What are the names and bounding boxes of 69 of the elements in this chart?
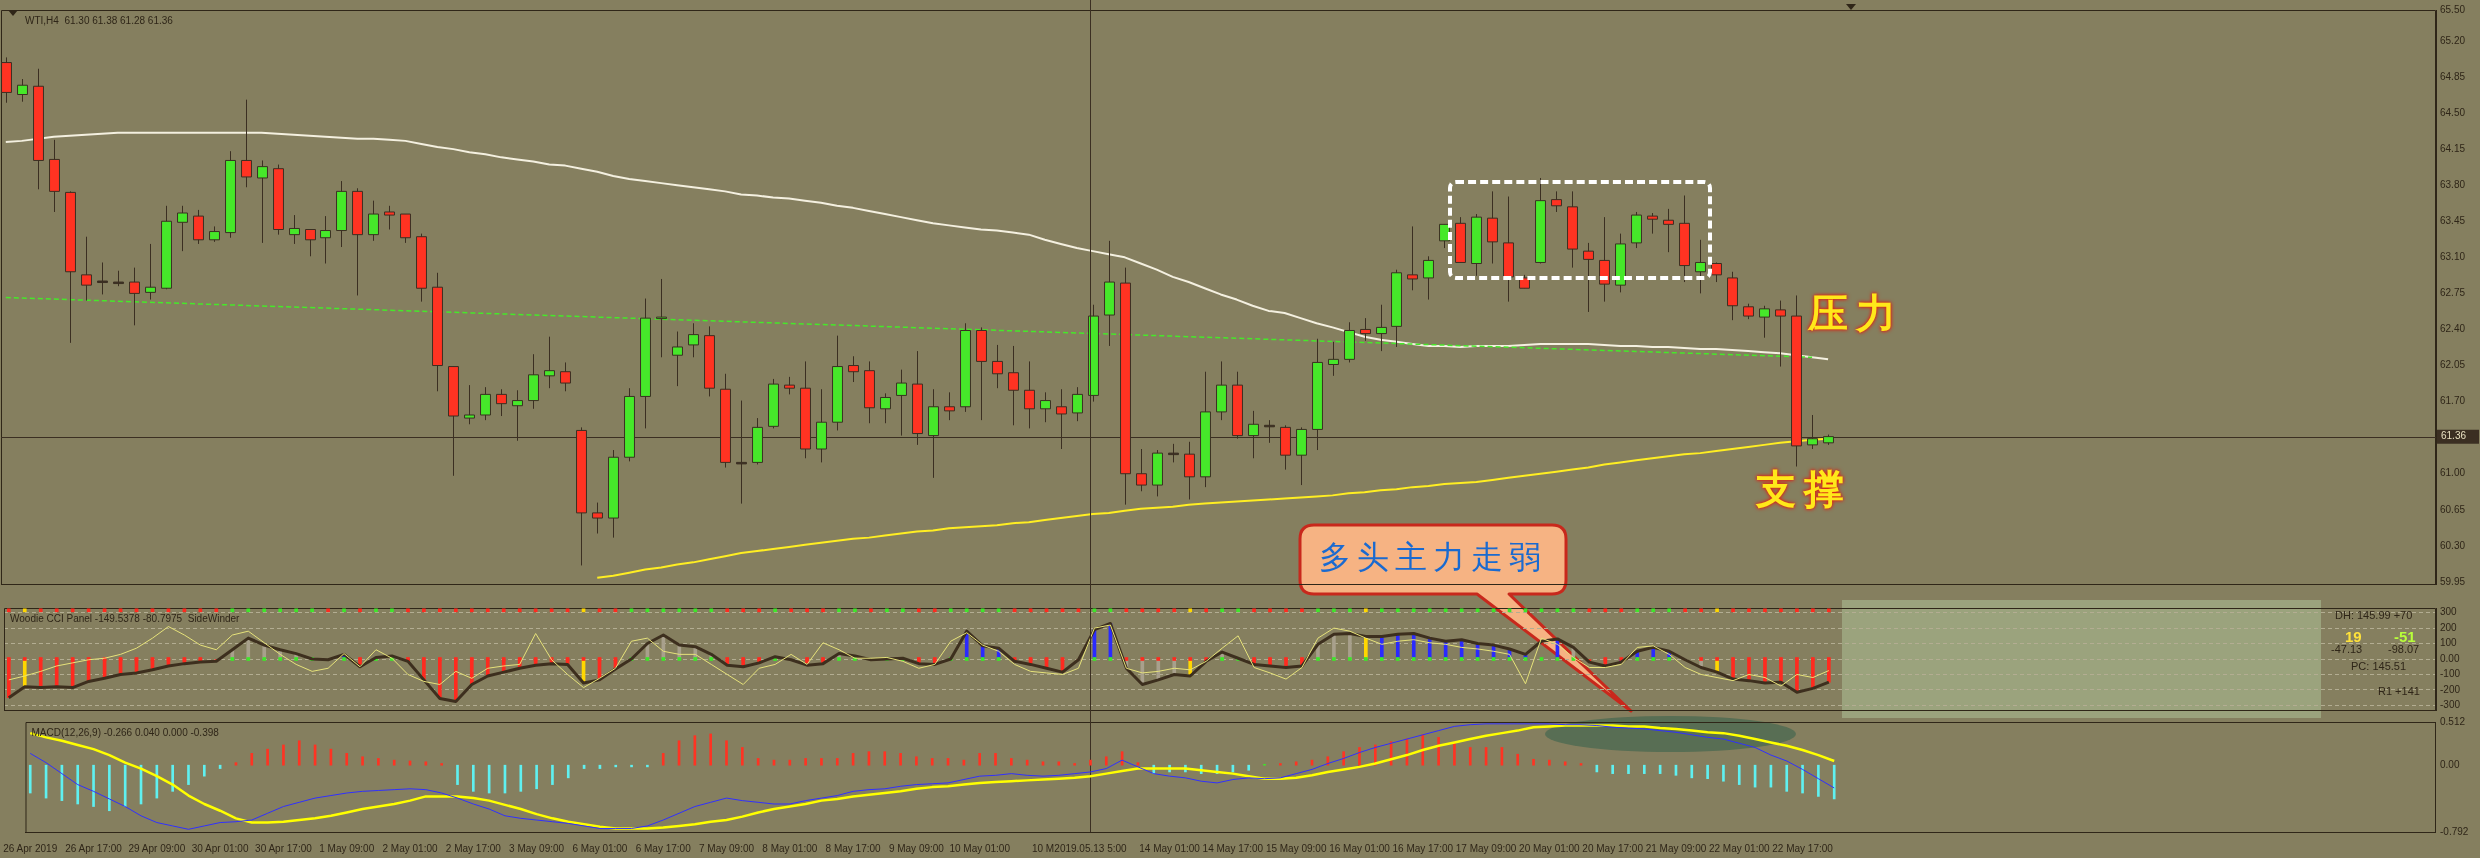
- y-tick-label: -300: [2440, 699, 2461, 711]
- y-tick-label: 62.40: [2440, 323, 2466, 335]
- x-tick-label: 16 May 17:00: [1392, 842, 1454, 854]
- y-tick-label: 63.45: [2440, 215, 2466, 227]
- x-tick-label: 14 May 17:00: [1202, 842, 1264, 854]
- y-tick-label: 0.00: [2440, 652, 2460, 664]
- y-tick-label: 59.95: [2440, 575, 2466, 587]
- y-tick-label: 63.80: [2440, 178, 2466, 190]
- y-tick-label: 64.85: [2440, 70, 2466, 82]
- annotation: 多头主力走弱: [1318, 537, 1548, 578]
- x-tick-label: 3 May 09:00: [509, 842, 565, 854]
- x-tick-label: 8 May 17:00: [825, 842, 882, 854]
- text: PC: 145.51: [2351, 660, 2407, 672]
- y-tick-label: 64.50: [2440, 106, 2466, 118]
- x-tick-label: 21 May 09:00: [1645, 842, 1707, 854]
- x-tick-label: 2019.05.13 5:00: [1054, 842, 1128, 854]
- y-tick-label: 65.20: [2440, 34, 2466, 46]
- y-tick-label: 0.512: [2440, 715, 2466, 727]
- y-tick-label: 62.75: [2440, 287, 2466, 299]
- x-tick-label: 29 Apr 09:00: [128, 842, 186, 854]
- y-tick-label: 64.15: [2440, 142, 2466, 154]
- text: MACD(12,26,9) -0.266 0.040 0.000 -0.398: [31, 726, 220, 738]
- x-tick-label: 26 Apr 17:00: [65, 842, 123, 854]
- text: 19: [2345, 628, 2362, 645]
- x-tick-label: 22 May 01:00: [1708, 842, 1770, 854]
- y-tick-label: -0.792: [2440, 825, 2469, 837]
- y-tick-label: -100: [2440, 668, 2461, 680]
- y-tick-label: 60.30: [2440, 539, 2466, 551]
- y-tick-label: 62.05: [2440, 359, 2466, 371]
- x-tick-label: 30 Apr 17:00: [255, 842, 313, 854]
- text: -51: [2394, 628, 2416, 645]
- x-tick-label: 16 May 01:00: [1329, 842, 1391, 854]
- x-tick-label: 22 May 17:00: [1772, 842, 1834, 854]
- y-tick-label: 61.70: [2440, 395, 2466, 407]
- x-tick-label: 2 May 01:00: [382, 842, 438, 854]
- text: -98.07: [2388, 643, 2420, 655]
- y-tick-label: 100: [2440, 637, 2458, 649]
- y-tick-label: 63.10: [2440, 251, 2466, 263]
- x-tick-label: 10 M: [1031, 842, 1055, 854]
- x-tick-label: 8 May 01:00: [762, 842, 818, 854]
- ref-line-label: 61.36: [2441, 430, 2467, 442]
- y-tick-label: 60.65: [2440, 503, 2466, 515]
- text: Woodie CCI Panel -149.5378 -80.7975 SideWinder: [10, 612, 241, 624]
- y-tick-label: 200: [2440, 621, 2458, 633]
- x-tick-label: 20 May 01:00: [1519, 842, 1581, 854]
- x-tick-label: 9 May 09:00: [888, 842, 945, 854]
- x-tick-label: 6 May 17:00: [635, 842, 692, 854]
- x-tick-label: 15 May 09:00: [1265, 842, 1327, 854]
- y-tick-label: 65.50: [2440, 3, 2466, 15]
- x-tick-label: 30 Apr 01:00: [191, 842, 249, 854]
- x-tick-label: 17 May 09:00: [1455, 842, 1517, 854]
- x-tick-label: 10 May 01:00: [949, 842, 1011, 854]
- x-tick-label: 26 Apr 2019: [3, 842, 58, 854]
- x-tick-label: 14 May 01:00: [1139, 842, 1201, 854]
- text: DH: 145.99 +70: [2335, 609, 2413, 621]
- annotation: 支撑: [1756, 464, 1852, 514]
- annotation: 压力: [1808, 288, 1904, 338]
- x-tick-label: 6 May 01:00: [572, 842, 628, 854]
- y-tick-label: 300: [2440, 606, 2458, 618]
- x-tick-label: 1 May 09:00: [319, 842, 375, 854]
- x-tick-label: 2 May 17:00: [445, 842, 502, 854]
- x-tick-label: 20 May 17:00: [1582, 842, 1644, 854]
- text: -47.13: [2331, 643, 2363, 655]
- y-tick-label: 61.00: [2440, 467, 2466, 479]
- y-tick-label: -200: [2440, 683, 2461, 695]
- x-tick-label: 7 May 09:00: [698, 842, 755, 854]
- y-tick-label: 0.00: [2440, 758, 2460, 770]
- text: R1 +141: [2378, 685, 2420, 697]
- text: WTI,H4 61.30 61.38 61.28 61.36: [25, 14, 174, 26]
